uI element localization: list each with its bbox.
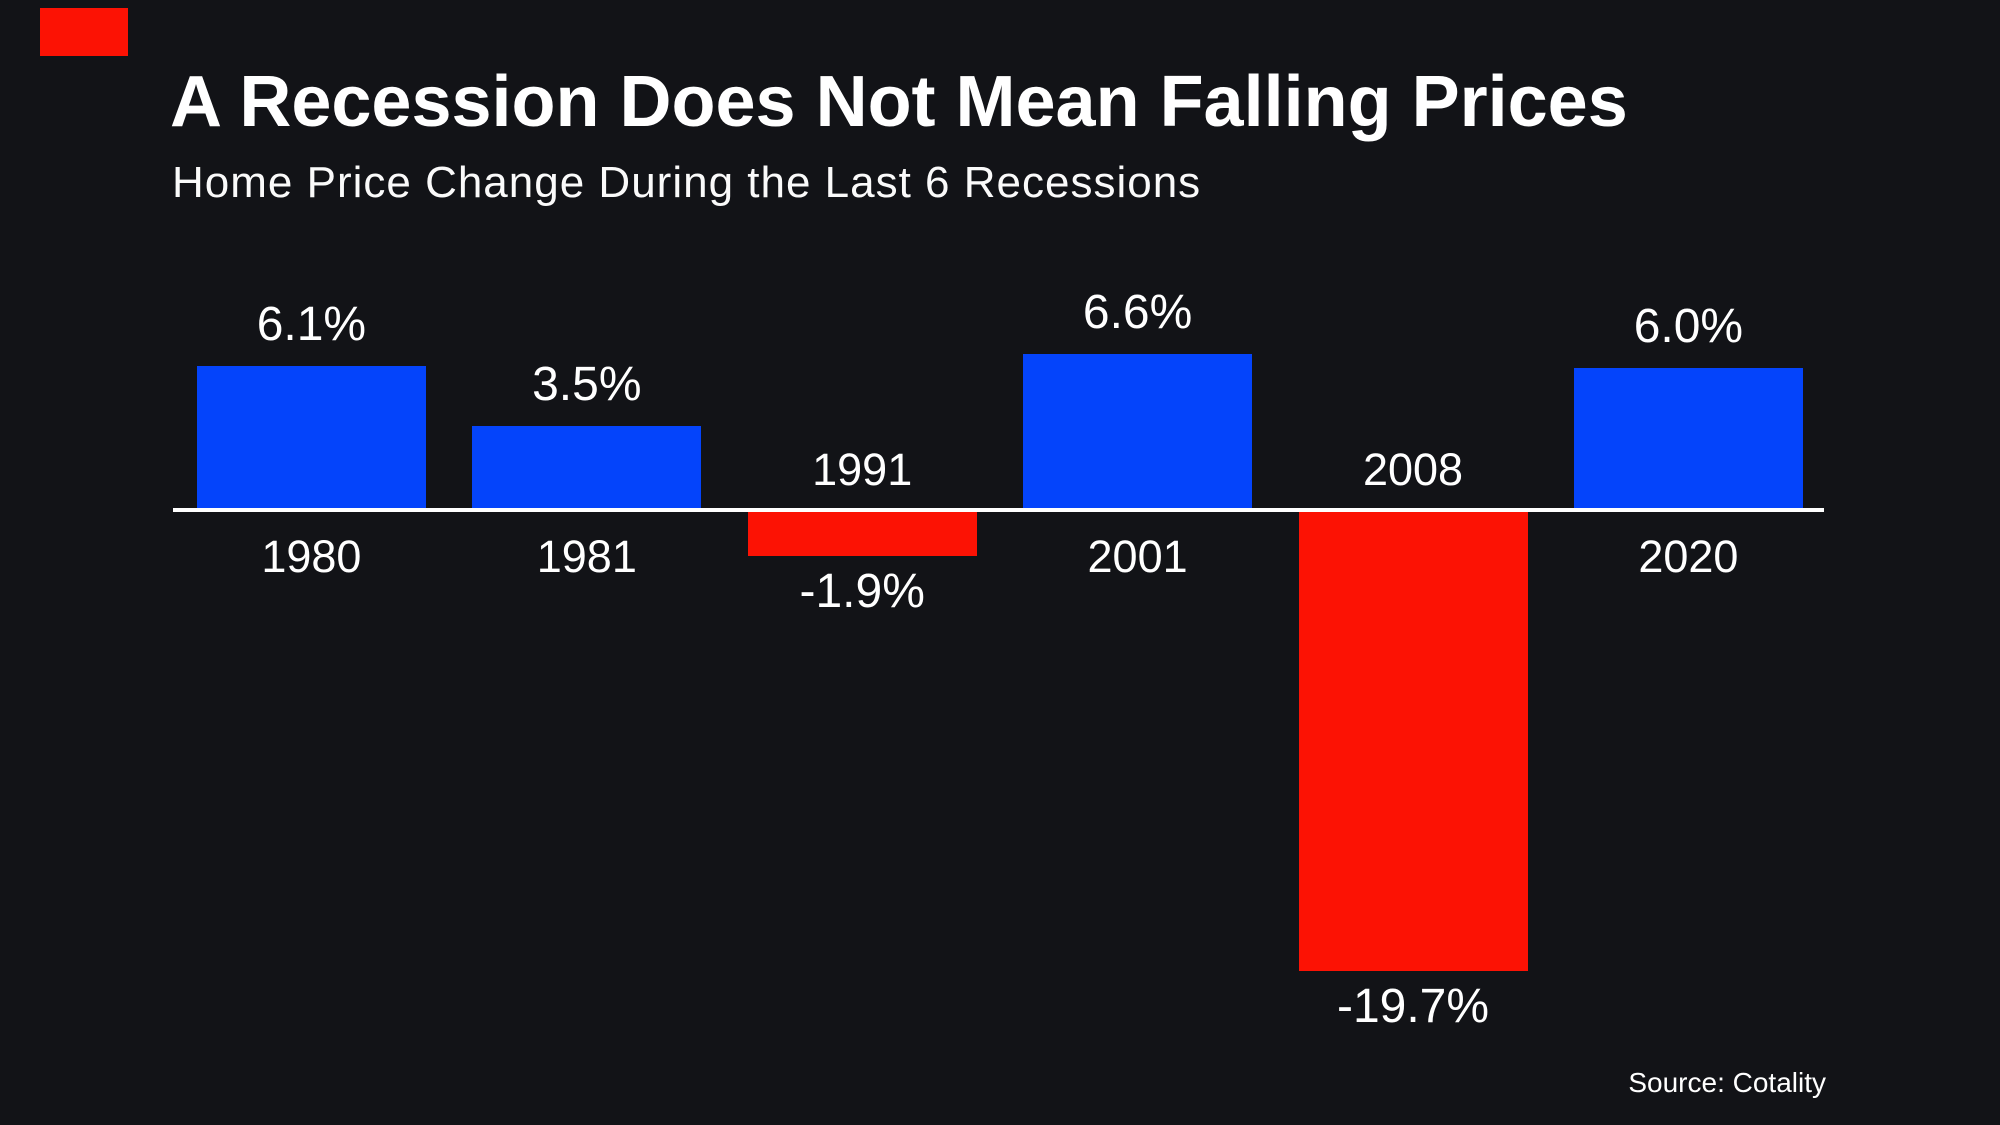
source-attribution: Source: Cotality [1628,1067,1826,1098]
year-label-1981: 1981 [536,531,637,582]
year-label-1980: 1980 [261,531,362,582]
bar-2001 [1023,354,1253,508]
value-label-1980: 6.1% [256,297,367,351]
bar-2020 [1573,368,1803,508]
value-label-2008: -19.7% [1336,980,1490,1033]
year-label-1991: 1991 [812,444,913,495]
chart-title: A Recession Does Not Mean Falling Prices [170,62,1628,142]
bar-1981 [472,426,702,508]
bar-1980 [196,365,426,508]
value-label-1981: 3.5% [532,358,642,412]
value-label-2001: 6.6% [1082,286,1193,340]
bar-1991 [747,512,977,557]
bar-2008 [1298,512,1528,971]
x-axis-baseline [173,508,1824,512]
year-label-2008: 2008 [1362,444,1464,495]
brand-logo-mark [40,8,128,56]
year-label-2020: 2020 [1638,531,1739,582]
value-label-1991: -1.9% [799,565,925,619]
year-label-2001: 2001 [1087,531,1188,582]
value-label-2020: 6.0% [1633,300,1744,354]
chart-subtitle: Home Price Change During the Last 6 Rece… [172,158,1202,207]
